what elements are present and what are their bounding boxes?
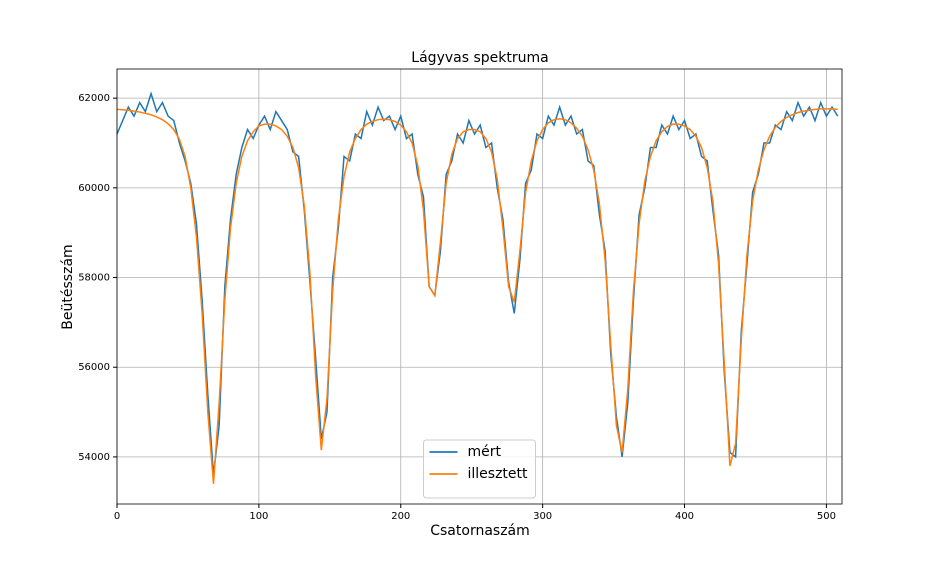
x-tick-label: 300 bbox=[533, 511, 552, 522]
y-tick-label: 56000 bbox=[78, 362, 110, 373]
y-tick-label: 60000 bbox=[78, 183, 110, 194]
y-tick-label: 62000 bbox=[78, 93, 110, 104]
x-tick-label: 200 bbox=[391, 511, 410, 522]
data-line bbox=[116, 108, 838, 484]
plot-frame bbox=[116, 68, 843, 505]
y-tick-label: 58000 bbox=[78, 273, 110, 284]
x-tick-label: 0 bbox=[114, 511, 120, 522]
y-axis-label: Beütésszám bbox=[60, 244, 76, 329]
data-line bbox=[116, 91, 839, 475]
x-axis-label: Csatornaszám bbox=[430, 523, 530, 539]
x-tick-label: 100 bbox=[249, 511, 268, 522]
chart-title: Lágyvas spektruma bbox=[411, 50, 548, 66]
x-tick-label: 500 bbox=[817, 511, 836, 522]
legend-box bbox=[423, 439, 536, 499]
legend: mért illesztett bbox=[423, 439, 536, 499]
legend-label: mért bbox=[468, 444, 502, 460]
y-tick-label: 54000 bbox=[78, 452, 110, 463]
legend-label: illesztett bbox=[468, 466, 529, 482]
x-tick-label: 400 bbox=[675, 511, 694, 522]
